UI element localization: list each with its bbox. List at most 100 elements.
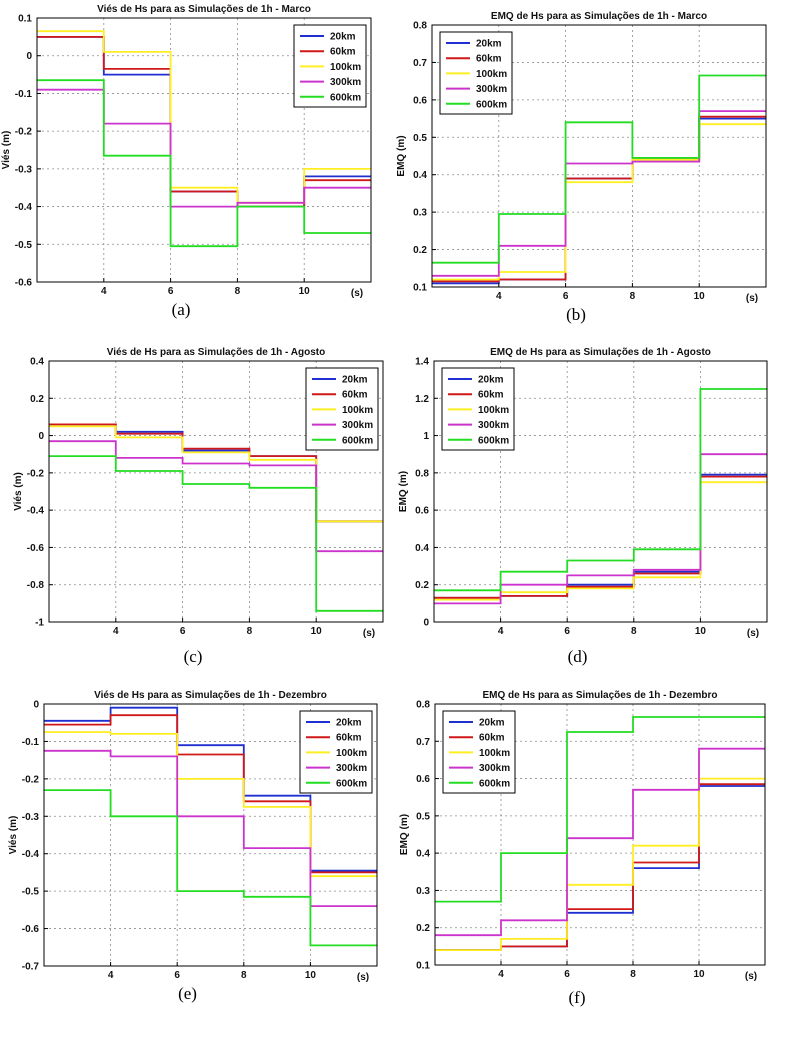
y-tick-label: 0.2 — [415, 580, 429, 591]
x-tick-label: 8 — [247, 626, 253, 637]
legend-label: 100km — [479, 748, 510, 759]
axes-frame — [433, 360, 768, 623]
y-tick-label: 0.2 — [416, 923, 430, 934]
chart-panel-6: 0.1 0.2 0.3 0.4 0.5 0.6 0.7 0.8 4 6 8 10 (s) EMQ de H… — [399, 690, 766, 1007]
chart-panel-5: -0.7 -0.6 -0.5 -0.4 -0.3 -0.2 -0.1 0 4 6 8 10 (s) Vié… — [8, 690, 378, 1003]
legend-label: 600km — [479, 778, 510, 789]
x-axis-label: (s) — [747, 628, 759, 639]
legend-label: 20km — [330, 32, 356, 43]
y-tick-label: 0.8 — [415, 468, 429, 479]
series-line-600km — [434, 388, 767, 592]
x-axis-label: (s) — [745, 971, 757, 982]
x-axis-label: (s) — [357, 972, 369, 983]
x-tick-label: 6 — [564, 626, 570, 637]
x-tick-label: 4 — [496, 291, 502, 302]
x-tick-label: 8 — [630, 291, 636, 302]
x-tick-label: 10 — [311, 626, 323, 637]
legend-label: 100km — [476, 69, 507, 80]
legend-label: 300km — [479, 763, 510, 774]
legend-label: 60km — [479, 733, 505, 744]
series-line-600km — [435, 716, 765, 903]
x-tick-label: 4 — [498, 626, 504, 637]
legend-label: 20km — [479, 718, 505, 729]
y-axis-label: EMQ (m) — [396, 135, 407, 176]
axes-frame — [43, 703, 378, 967]
y-tick-label: 0.8 — [416, 700, 430, 711]
axes-frame — [48, 360, 384, 623]
legend-label: 20km — [342, 375, 368, 386]
legend-label: 100km — [342, 405, 373, 416]
y-tick-label: 1 — [423, 431, 429, 442]
legend-label: 20km — [478, 375, 504, 386]
y-tick-label: 0.2 — [30, 394, 44, 405]
chart-title: Viés de Hs para as Simulações de 1h - De… — [94, 690, 327, 701]
legend-label: 20km — [336, 718, 362, 729]
y-tick-label: 0.5 — [413, 133, 427, 144]
y-tick-label: 0.6 — [415, 506, 429, 517]
x-tick-label: 4 — [108, 970, 114, 981]
y-tick-label: -0.8 — [27, 580, 45, 591]
x-tick-label: 4 — [498, 969, 504, 980]
legend: 20km 60km 100km 300km 600km — [299, 710, 373, 794]
legend: 20km 60km 100km 300km 600km — [305, 367, 379, 451]
legend-label: 600km — [330, 92, 361, 103]
panel-caption: (a) — [172, 300, 191, 319]
y-tick-label: -0.4 — [15, 202, 33, 213]
legend: 20km 60km 100km 300km 600km — [439, 31, 513, 115]
x-tick-label: 10 — [693, 969, 705, 980]
y-tick-label: -0.6 — [27, 543, 45, 554]
y-tick-label: -0.7 — [22, 962, 40, 973]
legend-label: 300km — [336, 763, 367, 774]
legend-label: 60km — [336, 733, 362, 744]
y-axis-label: Viés (m) — [1, 131, 12, 170]
x-tick-label: 6 — [563, 291, 569, 302]
y-axis-label: Viés (m) — [13, 472, 24, 511]
chart-title: EMQ de Hs para as Simulações de 1h - Ago… — [490, 347, 711, 358]
y-tick-label: -0.4 — [27, 506, 45, 517]
x-tick-label: 6 — [174, 970, 180, 981]
legend: 20km 60km 100km 300km 600km — [293, 24, 367, 108]
axes-frame — [434, 703, 766, 966]
y-tick-label: 0.1 — [413, 283, 427, 294]
y-tick-label: 1.2 — [415, 394, 429, 405]
legend-label: 60km — [478, 390, 504, 401]
panel-caption: (f) — [569, 988, 586, 1007]
y-tick-label: -0.3 — [15, 164, 33, 175]
y-tick-label: 0 — [423, 618, 429, 629]
y-tick-label: 0.4 — [30, 357, 44, 368]
y-tick-label: 0 — [38, 431, 44, 442]
legend-label: 60km — [330, 47, 356, 58]
y-axis-label: Viés (m) — [8, 816, 19, 855]
chart-panel-2: 0.1 0.2 0.3 0.4 0.5 0.6 0.7 0.8 4 6 8 10 (s) EMQ de H… — [396, 11, 767, 324]
y-tick-label: -0.1 — [22, 737, 40, 748]
y-tick-label: -0.6 — [22, 924, 40, 935]
chart-title: Viés de Hs para as Simulações de 1h - Ma… — [97, 4, 311, 15]
y-tick-label: 0.7 — [413, 58, 427, 69]
x-tick-label: 10 — [299, 286, 311, 297]
chart-panel-3: -1 -0.8 -0.6 -0.4 -0.2 0 0.2 0.4 4 6 8 10 (s) Viés de… — [13, 347, 384, 666]
panel-caption: (e) — [178, 984, 197, 1003]
y-tick-label: -0.5 — [22, 887, 40, 898]
y-tick-label: -0.2 — [27, 468, 45, 479]
y-tick-label: -0.3 — [22, 812, 40, 823]
legend-label: 300km — [476, 84, 507, 95]
axes-frame — [431, 24, 767, 288]
legend-label: 300km — [342, 420, 373, 431]
series-line-600km — [37, 79, 371, 248]
y-tick-label: 0.2 — [413, 245, 427, 256]
x-tick-label: 8 — [241, 970, 247, 981]
y-axis-label: EMQ (m) — [398, 471, 409, 512]
x-axis-label: (s) — [363, 628, 375, 639]
panel-caption: (c) — [184, 647, 203, 666]
chart-title: EMQ de Hs para as Simulações de 1h - Dez… — [482, 690, 717, 701]
legend-label: 20km — [476, 39, 502, 50]
series-line-300km — [44, 749, 377, 907]
legend-label: 600km — [336, 778, 367, 789]
legend-label: 100km — [336, 748, 367, 759]
y-tick-label: 0.8 — [413, 21, 427, 32]
legend-label: 60km — [476, 54, 502, 65]
x-axis-label: (s) — [746, 293, 758, 304]
y-tick-label: -0.2 — [15, 127, 33, 138]
y-tick-label: 0.3 — [416, 886, 430, 897]
